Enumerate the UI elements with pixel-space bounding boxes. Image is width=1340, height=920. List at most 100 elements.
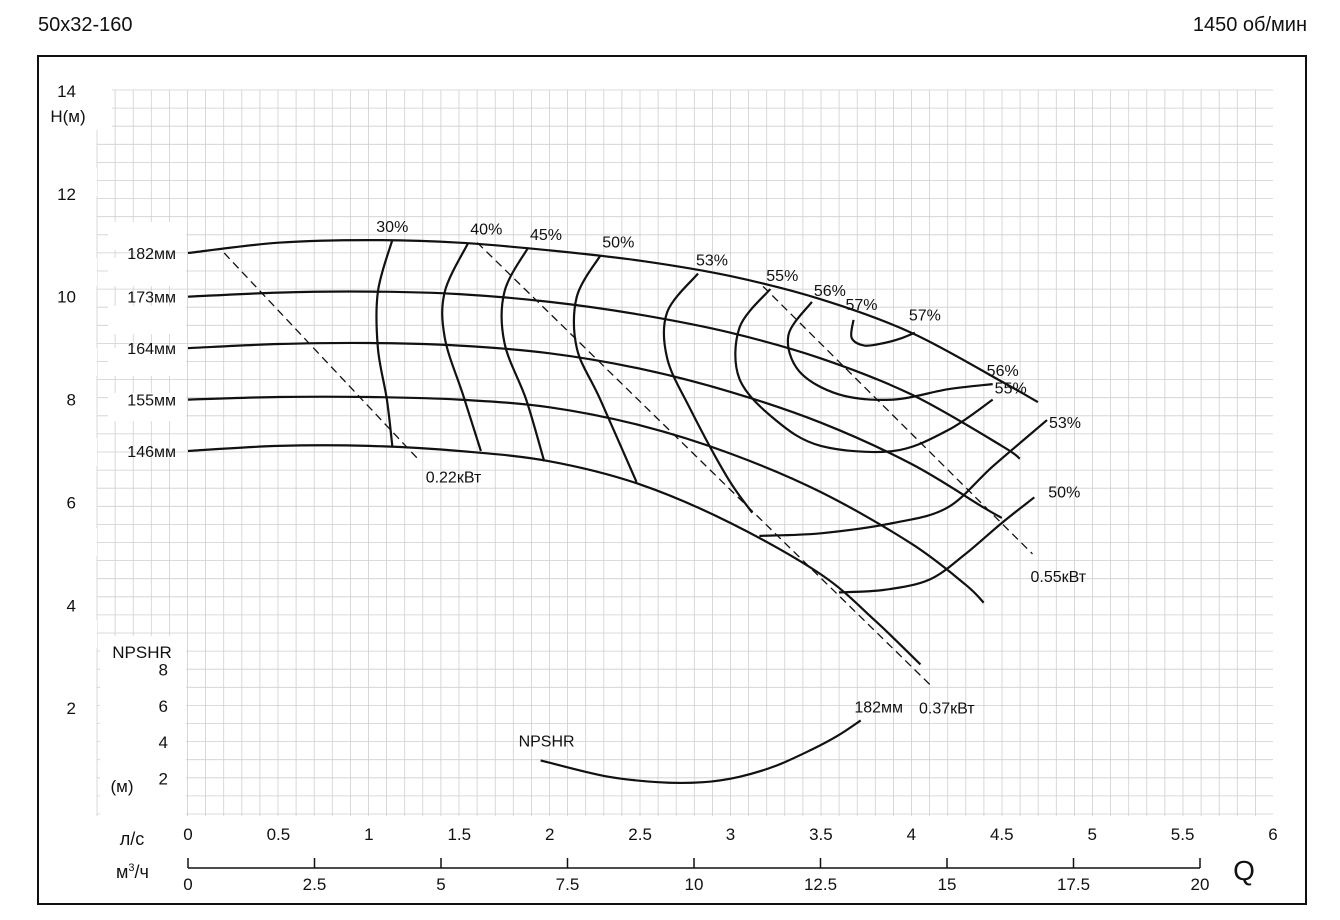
npshr-axis-label: NPSHR — [112, 643, 172, 662]
label-mask — [108, 393, 186, 421]
label-mask — [108, 348, 186, 376]
label-mask — [52, 258, 97, 286]
flow-tick-ls: 5 — [1087, 825, 1096, 844]
flow-tick-m3h: 17.5 — [1057, 875, 1090, 894]
npshr-tick-label: 2 — [159, 770, 168, 789]
head-curve-4 — [187, 444, 922, 666]
efficiency-label-end-7: 57% — [909, 308, 941, 325]
axes: H(м) 14 12 10 8 6 4 2 NPSHR (м) 8 6 4 2 л/с 0 0.5 1 1.5 2 2.… — [50, 82, 1277, 894]
chart-title-model: 50x32-160 — [38, 14, 133, 36]
efficiency-label-7: 57% — [845, 297, 877, 314]
impeller-label-1: 173мм — [127, 290, 176, 307]
head-tick-label: 8 — [67, 391, 76, 410]
head-tick-label: 12 — [57, 185, 76, 204]
impeller-label-2: 164мм — [127, 341, 176, 358]
flow-tick-m3h: 10 — [685, 875, 704, 894]
npshr-curve-line — [540, 719, 862, 785]
flow-tick-ls: 3 — [726, 825, 735, 844]
label-mask — [52, 348, 97, 376]
flow-tick-m3h: 12.5 — [804, 875, 837, 894]
flow-tick-ls: 2.5 — [628, 825, 652, 844]
head-tick-label: 14 — [57, 82, 76, 101]
flow-tick-ls: 5.5 — [1171, 825, 1195, 844]
label-masks — [52, 80, 186, 816]
efficiency-curve-2 — [500, 247, 546, 462]
efficiency-curve-8 — [759, 419, 1048, 537]
efficiency-label-end-5: 55% — [995, 381, 1027, 398]
flow-unit-m3h-main: м — [116, 862, 128, 882]
flow-tick-m3h: 5 — [436, 875, 445, 894]
npshr-axis-unit: (м) — [110, 777, 133, 796]
head-tick-label: 6 — [67, 493, 76, 512]
label-mask — [100, 636, 186, 816]
flow-tick-ls: 6 — [1268, 825, 1277, 844]
efficiency-curve-6 — [786, 301, 993, 401]
flow-tick-m3h: 20 — [1191, 875, 1210, 894]
curve-labels: 182мм 173мм 164мм 155мм 146мм 30% 40% 45% 50% 53%… — [127, 219, 1086, 750]
head-tick-label: 10 — [57, 288, 76, 307]
flow-tick-ls: 1 — [364, 825, 373, 844]
npshr-curve-name: 182мм — [854, 699, 903, 716]
power-line-2 — [762, 285, 1033, 555]
power-label-1: 0.37кВт — [919, 701, 975, 718]
power-label-2: 0.55кВт — [1031, 569, 1087, 586]
efficiency-label-4: 53% — [696, 253, 728, 270]
flow-axis-q-label: Q — [1233, 855, 1255, 886]
head-tick-label: 2 — [67, 699, 76, 718]
efficiency-curve-5 — [734, 288, 994, 454]
flow-tick-ls: 4 — [907, 825, 916, 844]
label-mask — [52, 80, 112, 130]
flow-tick-m3h: 2.5 — [303, 875, 327, 894]
npshr-curve — [540, 719, 862, 785]
flow-tick-m3h: 7.5 — [556, 875, 580, 894]
efficiency-label-0: 30% — [376, 219, 408, 236]
flow-tick-ls: 4.5 — [990, 825, 1014, 844]
label-mask — [108, 306, 186, 334]
impeller-label-3: 155мм — [127, 393, 176, 410]
label-mask — [52, 438, 97, 466]
chart-title-speed: 1450 об/мин — [1193, 14, 1307, 36]
efficiency-curve-4 — [662, 272, 754, 514]
chart-frame — [37, 55, 1307, 905]
efficiency-curves — [375, 239, 1048, 594]
npshr-tick-label: 8 — [159, 660, 168, 679]
head-curve-1 — [187, 290, 1021, 460]
label-mask — [52, 620, 97, 648]
flow-tick-ls: 3.5 — [809, 825, 833, 844]
npshr-tick-label: 4 — [159, 733, 168, 752]
head-curve-0 — [187, 238, 1039, 404]
efficiency-label-6: 56% — [814, 283, 846, 300]
power-label-0: 0.22кВт — [426, 470, 482, 487]
efficiency-curve-9 — [838, 496, 1035, 594]
efficiency-label-end-6: 56% — [987, 363, 1019, 380]
head-axis-label: H(м) — [50, 107, 85, 126]
flow-tick-ls: 0 — [183, 825, 192, 844]
head-curve-3 — [187, 395, 985, 604]
flow-tick-ls: 2 — [545, 825, 554, 844]
power-line-1 — [476, 242, 934, 689]
flow-unit-m3h-sup: 3 — [128, 862, 134, 874]
efficiency-label-2: 45% — [530, 227, 562, 244]
flow-unit-m3h-tail: /ч — [135, 862, 149, 882]
efficiency-label-3: 50% — [602, 235, 634, 252]
label-mask — [52, 168, 97, 196]
flow-tick-ls: 1.5 — [447, 825, 471, 844]
efficiency-curve-0 — [375, 239, 394, 447]
efficiency-curve-7 — [850, 319, 916, 347]
flow-tick-m3h: 0 — [183, 875, 192, 894]
efficiency-label-1: 40% — [470, 222, 502, 239]
label-mask — [108, 258, 186, 286]
efficiency-label-8: 53% — [1049, 415, 1081, 432]
efficiency-curve-1 — [441, 242, 482, 452]
label-mask — [52, 528, 97, 556]
efficiency-curve-3 — [572, 255, 638, 483]
head-curves — [187, 238, 1039, 666]
plot-background — [97, 90, 1273, 816]
flow-unit-ls: л/с — [120, 829, 145, 849]
efficiency-label-5: 55% — [766, 268, 798, 285]
label-mask — [108, 222, 186, 250]
npshr-tick-label: 6 — [159, 697, 168, 716]
efficiency-label-9: 50% — [1048, 484, 1080, 501]
power-lines — [223, 242, 1033, 689]
npshr-curve-label: NPSHR — [519, 733, 575, 750]
